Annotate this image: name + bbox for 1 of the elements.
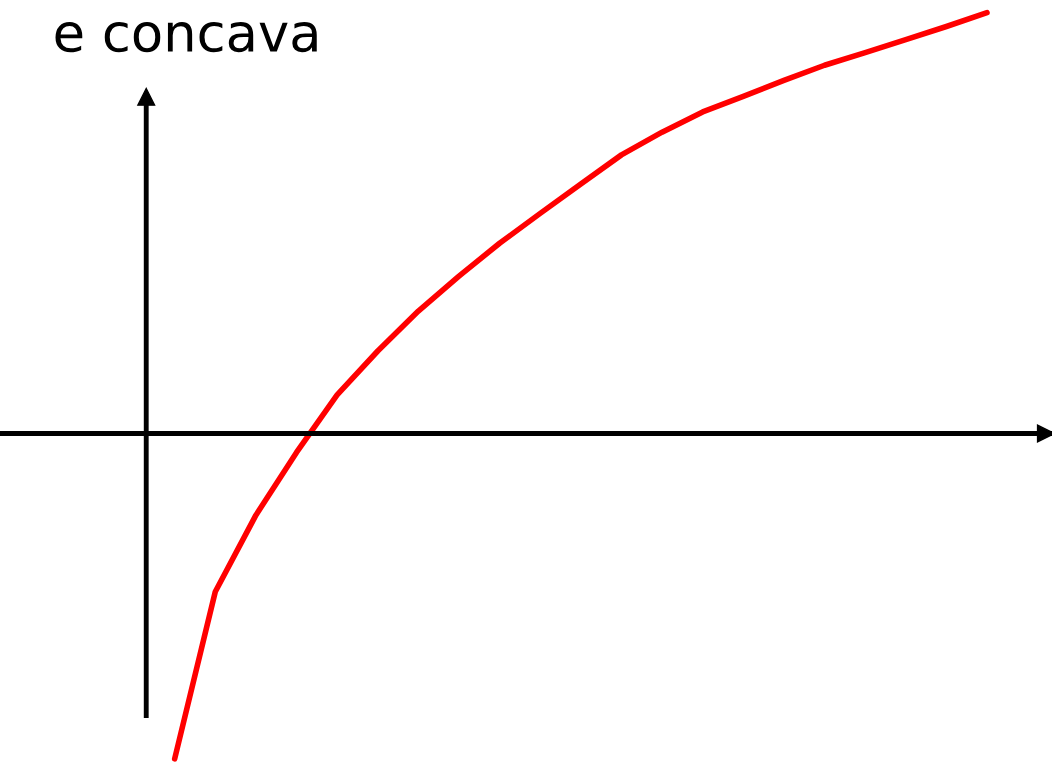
chart-title: e concava	[55, 22, 317, 53]
